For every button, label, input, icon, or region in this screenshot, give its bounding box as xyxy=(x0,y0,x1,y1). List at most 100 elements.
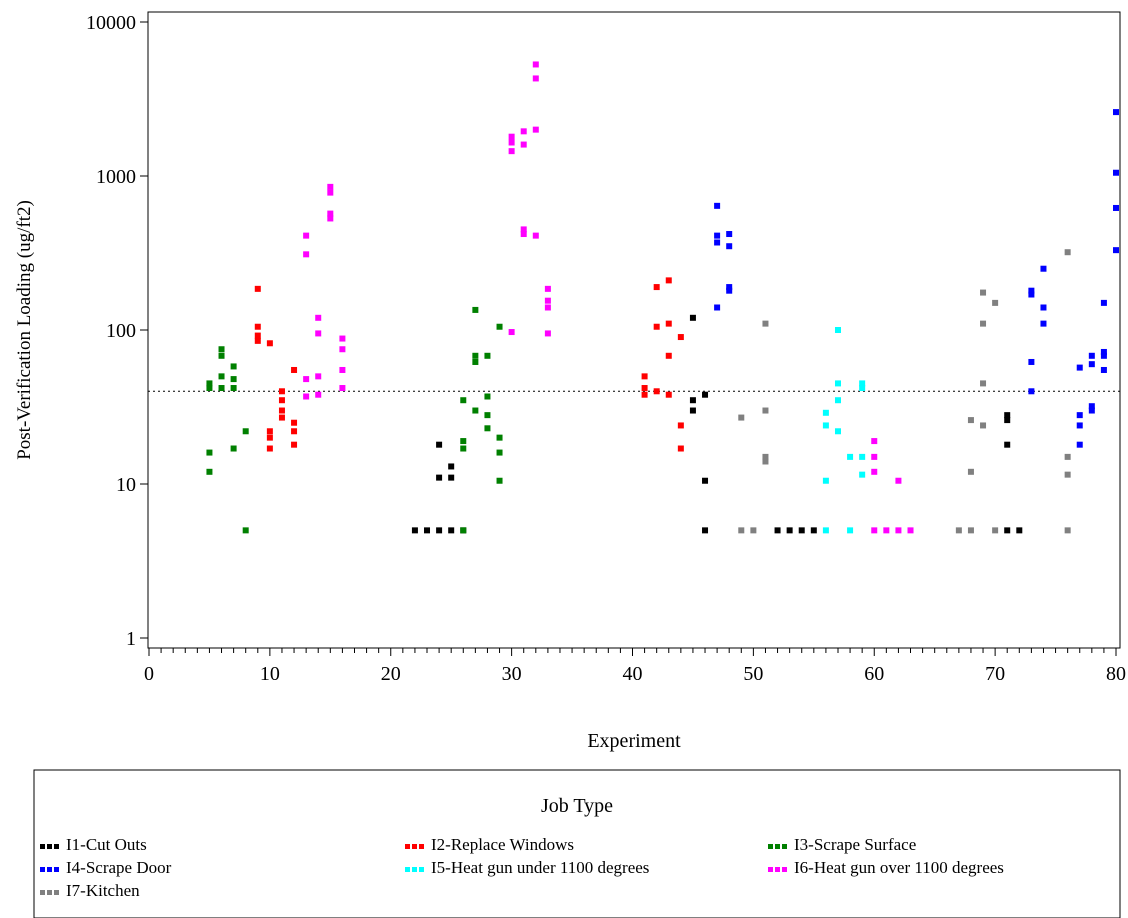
legend-items: I1-Cut Outs I2-Replace Windows I3-Scrape S… xyxy=(40,835,1004,900)
legend-marker xyxy=(412,844,417,849)
x-tick-label: 30 xyxy=(502,663,522,685)
data-point xyxy=(1016,527,1023,534)
data-point xyxy=(641,385,648,392)
data-point xyxy=(955,527,962,534)
data-point xyxy=(544,330,551,337)
data-point xyxy=(472,352,479,359)
data-point xyxy=(665,277,672,284)
legend-item: I3-Scrape Surface xyxy=(768,835,916,854)
data-point xyxy=(1028,388,1035,395)
data-point xyxy=(822,477,829,484)
data-point xyxy=(798,527,805,534)
legend-marker xyxy=(768,844,773,849)
legend-label: I5-Heat gun under 1100 degrees xyxy=(431,858,649,877)
legend-item: I1-Cut Outs xyxy=(40,835,147,854)
data-point xyxy=(218,373,225,380)
data-point xyxy=(738,414,745,421)
data-point xyxy=(327,183,334,190)
data-point xyxy=(532,126,539,133)
y-tick-label: 1000 xyxy=(96,166,136,188)
data-point xyxy=(1100,299,1107,306)
y-tick-label: 100 xyxy=(106,320,136,342)
legend-marker xyxy=(54,844,59,849)
legend-label: I3-Scrape Surface xyxy=(794,835,916,854)
data-point xyxy=(508,139,515,146)
data-point xyxy=(484,352,491,359)
data-point xyxy=(714,202,721,209)
data-point xyxy=(544,304,551,311)
data-point xyxy=(327,215,334,222)
data-point xyxy=(472,407,479,414)
data-point xyxy=(822,527,829,534)
data-point xyxy=(1028,291,1035,298)
data-point xyxy=(689,314,696,321)
legend-marker xyxy=(419,867,424,872)
x-tick-label: 40 xyxy=(623,663,643,685)
data-point xyxy=(339,335,346,342)
data-point xyxy=(786,527,793,534)
data-point xyxy=(448,527,455,534)
legend-marker xyxy=(412,867,417,872)
y-tick-label: 10000 xyxy=(86,12,136,34)
data-point xyxy=(1064,453,1071,460)
data-point xyxy=(544,285,551,292)
data-point xyxy=(1113,204,1119,211)
data-point xyxy=(1076,441,1083,448)
data-point xyxy=(834,428,841,435)
data-point xyxy=(206,468,213,475)
data-point xyxy=(1040,304,1047,311)
data-point xyxy=(847,453,854,460)
data-point xyxy=(484,393,491,400)
data-point xyxy=(532,232,539,239)
data-point xyxy=(653,388,660,395)
data-point xyxy=(1088,352,1095,359)
data-point xyxy=(1076,364,1083,371)
legend-label: I6-Heat gun over 1100 degrees xyxy=(794,858,1004,877)
data-point xyxy=(278,407,285,414)
data-point xyxy=(762,320,769,327)
data-point xyxy=(883,527,890,534)
legend-label: I2-Replace Windows xyxy=(431,835,574,854)
data-point xyxy=(702,527,709,534)
data-point xyxy=(992,299,999,306)
data-point xyxy=(254,332,261,339)
data-point xyxy=(1064,527,1071,534)
legend-box xyxy=(33,769,1121,918)
data-point xyxy=(496,477,503,484)
data-point xyxy=(895,527,902,534)
data-point xyxy=(834,327,841,333)
data-point xyxy=(967,417,974,424)
data-point xyxy=(436,527,443,534)
x-tick-label: 80 xyxy=(1106,663,1126,685)
data-point xyxy=(992,527,999,534)
data-point xyxy=(266,428,273,435)
data-point xyxy=(967,527,974,534)
data-point xyxy=(653,284,660,291)
data-point xyxy=(496,434,503,441)
data-point xyxy=(520,226,527,233)
data-point xyxy=(520,231,527,238)
data-point xyxy=(1088,407,1095,414)
data-point xyxy=(1064,249,1071,256)
data-point xyxy=(1028,358,1035,365)
data-point xyxy=(411,527,418,534)
data-point xyxy=(484,425,491,432)
data-point xyxy=(303,393,310,400)
data-point xyxy=(810,527,817,534)
legend-marker xyxy=(54,867,59,872)
data-point xyxy=(762,407,769,414)
legend-label: I7-Kitchen xyxy=(66,881,140,900)
legend: Job Type I1-Cut Outs I2-Replace Windows I3… xyxy=(33,769,1121,918)
legend-marker xyxy=(40,890,45,895)
data-point xyxy=(750,527,757,534)
data-point xyxy=(472,306,479,313)
data-point xyxy=(859,471,866,478)
data-point xyxy=(254,337,261,344)
plot-frame xyxy=(147,11,1121,649)
data-point xyxy=(1100,348,1107,355)
data-point xyxy=(436,441,443,448)
data-point xyxy=(871,527,878,534)
data-point xyxy=(218,346,225,353)
x-tick-label: 20 xyxy=(381,663,401,685)
data-point xyxy=(1004,417,1011,424)
